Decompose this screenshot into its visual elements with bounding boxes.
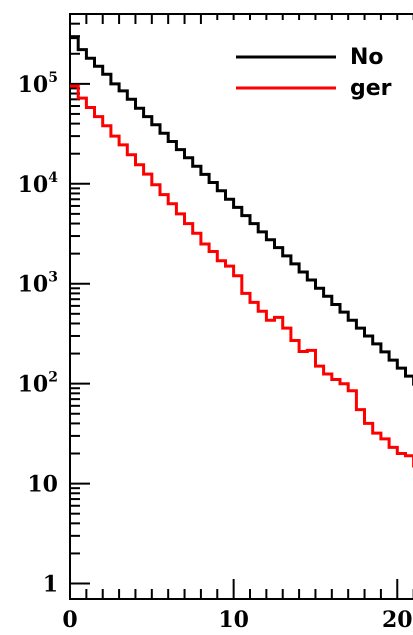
legend: No ger [215,20,413,108]
x-tick-label: 20 [382,607,413,633]
series-ger-line [70,84,413,468]
tick-labels: 0 10 20 1 10 102 103 104 105 [18,70,413,633]
x-tick-label: 0 [62,607,77,633]
series-no-line [70,36,413,386]
legend-box [215,20,413,108]
legend-label-no: No [350,45,384,70]
legend-label-ger: ger [350,76,392,101]
y-tick-label: 103 [18,270,58,298]
series-layer [70,36,413,468]
y-tick-label: 10 [27,472,58,498]
y-tick-label: 102 [18,370,58,398]
x-tick-label: 10 [218,607,249,633]
y-tick-label: 104 [18,170,59,198]
y-tick-label: 105 [18,70,58,98]
y-tick-label: 1 [43,572,58,598]
